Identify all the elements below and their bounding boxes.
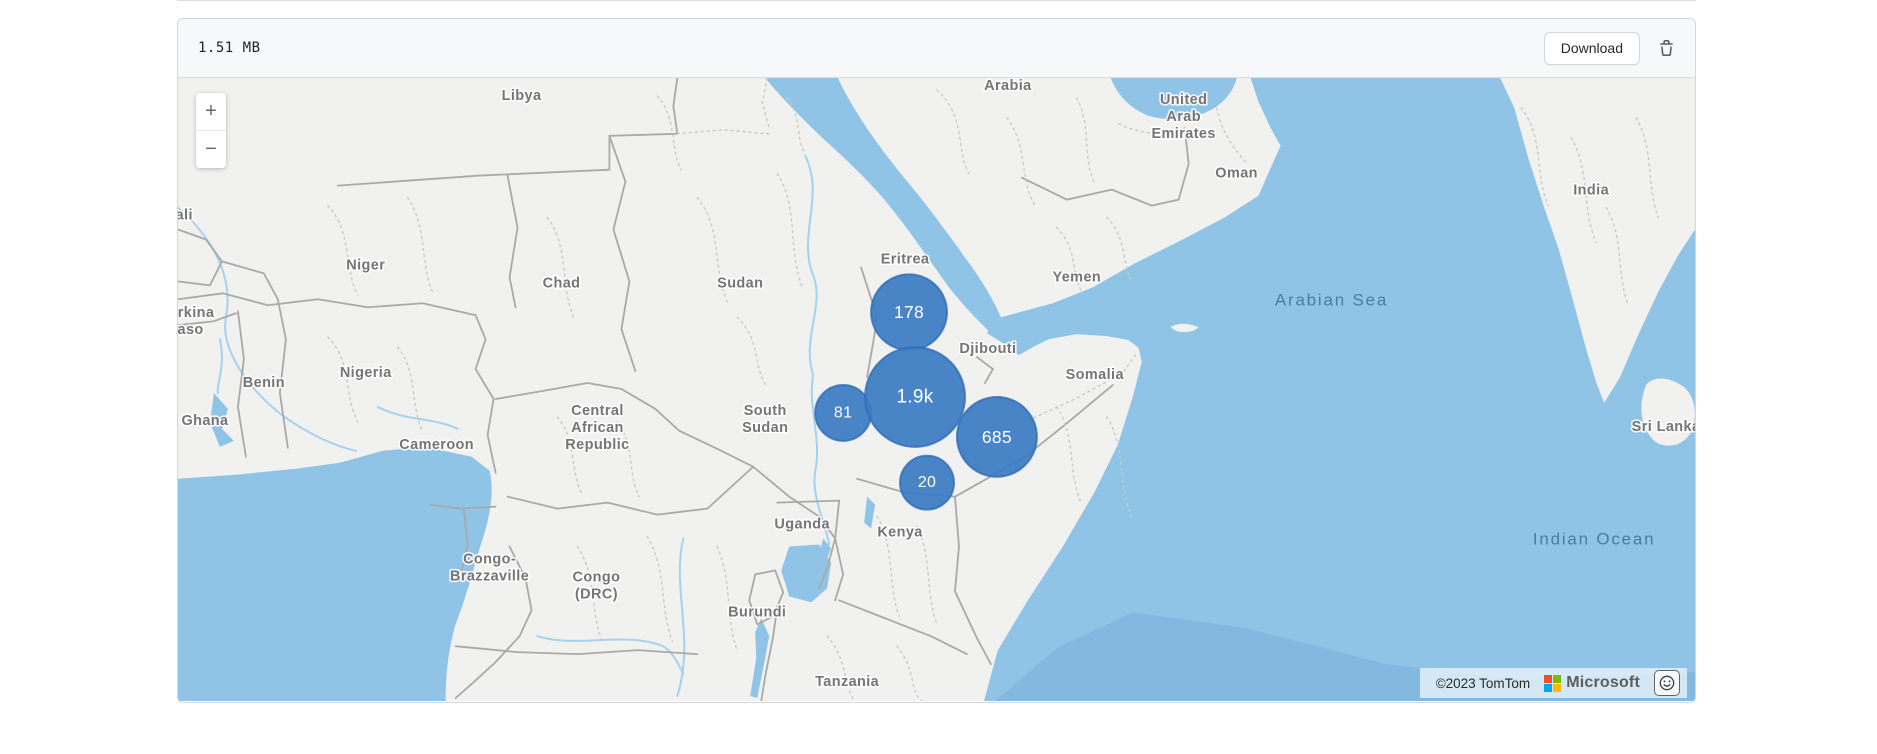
country-label-congo-drc: (DRC) bbox=[575, 586, 618, 602]
copyright-text: ©2023 TomTom bbox=[1435, 675, 1531, 691]
water-bodies bbox=[178, 78, 1695, 701]
country-label-congo-brazzaville: Congo- bbox=[463, 551, 516, 567]
cluster-count-label: 20 bbox=[918, 474, 936, 491]
country-label-libya: Libya bbox=[502, 88, 542, 104]
microsoft-wordmark: Microsoft bbox=[1566, 674, 1640, 691]
country-label-saudi-arabia: Arabia bbox=[984, 78, 1032, 94]
cluster-circle[interactable] bbox=[955, 395, 1038, 478]
zoom-in-button[interactable]: + bbox=[196, 93, 226, 130]
red-sea bbox=[765, 78, 1001, 336]
country-label-india: India bbox=[1573, 183, 1609, 199]
country-label-central-african-republic: Central bbox=[571, 403, 624, 419]
smiley-face-icon bbox=[1659, 675, 1675, 691]
trash-icon-button[interactable] bbox=[1658, 39, 1675, 57]
cluster-bubble-685[interactable]: 685 bbox=[955, 395, 1038, 478]
country-label-south-sudan: South bbox=[744, 403, 787, 419]
country-label-yemen: Yemen bbox=[1052, 269, 1101, 285]
country-label-sudan: Sudan bbox=[717, 275, 763, 291]
atlantic-gulf-of-guinea bbox=[178, 446, 492, 701]
country-label-oman: Oman bbox=[1215, 166, 1258, 182]
water-label-arabian-sea: Arabian Sea bbox=[1275, 290, 1388, 309]
cluster-bubble-1.9k[interactable]: 1.9k bbox=[864, 346, 966, 448]
country-label-central-african-republic: African bbox=[571, 420, 624, 436]
country-label-south-sudan: Sudan bbox=[742, 420, 788, 436]
map-zoom-control: + − bbox=[196, 93, 226, 168]
page-divider bbox=[177, 0, 1696, 1]
cluster-bubble-20[interactable]: 20 bbox=[899, 454, 955, 511]
country-label-cameroon: Cameroon bbox=[399, 437, 474, 453]
cluster-bubble-178[interactable]: 178 bbox=[870, 273, 948, 352]
country-label-djibouti: Djibouti bbox=[959, 341, 1016, 357]
map-attribution: ©2023 TomTom Microsoft bbox=[1419, 668, 1687, 698]
lake-albert bbox=[820, 538, 832, 559]
map-labels: Mali BurkinaFaso Niger Libya Chad Sudan Ghana B… bbox=[178, 78, 1695, 692]
deep-water-band bbox=[994, 612, 1695, 701]
country-label-ghana: Ghana bbox=[181, 413, 229, 429]
lake-turkana bbox=[864, 496, 876, 529]
cluster-count-label: 81 bbox=[834, 404, 852, 421]
cluster-count-label: 1.9k bbox=[897, 386, 934, 407]
map-widget-card: 1.51 MB Download bbox=[177, 18, 1696, 703]
socotra-island bbox=[1170, 323, 1199, 333]
country-label-somalia: Somalia bbox=[1066, 367, 1125, 383]
arabian-sea-indian-ocean bbox=[983, 78, 1695, 701]
map-canvas[interactable]: Mali BurkinaFaso Niger Libya Chad Sudan Ghana B… bbox=[178, 78, 1695, 701]
country-label-central-african-republic: Republic bbox=[565, 437, 629, 453]
lake-tanganyika bbox=[750, 618, 770, 699]
country-label-united-arab-emirates: Arab bbox=[1166, 109, 1201, 125]
islands bbox=[1170, 323, 1695, 446]
zoom-control-divider bbox=[196, 130, 226, 131]
cluster-count-label: 178 bbox=[894, 302, 924, 322]
microsoft-logo-icon bbox=[1544, 674, 1562, 692]
country-label-kenya: Kenya bbox=[877, 525, 923, 541]
country-label-nigeria: Nigeria bbox=[340, 365, 392, 381]
trash-icon bbox=[1660, 39, 1673, 56]
file-size-label: 1.51 MB bbox=[198, 40, 261, 56]
country-label-uganda: Uganda bbox=[774, 517, 830, 533]
country-label-congo-drc: Congo bbox=[573, 569, 621, 585]
country-label-united-arab-emirates: United bbox=[1160, 92, 1207, 108]
header-actions: Download bbox=[1543, 31, 1675, 65]
country-label-eritrea: Eritrea bbox=[881, 251, 930, 267]
zoom-out-button[interactable]: − bbox=[196, 131, 226, 168]
country-label-burkina-faso: Burkina bbox=[178, 305, 215, 321]
country-label-sri-lanka: Sri Lanka bbox=[1632, 419, 1695, 435]
country-label-niger: Niger bbox=[346, 257, 385, 273]
country-label-benin: Benin bbox=[243, 375, 285, 391]
country-label-tanzania: Tanzania bbox=[815, 674, 880, 690]
country-label-burkina-faso: Faso bbox=[178, 322, 204, 338]
rivers bbox=[178, 154, 831, 698]
lake-volta bbox=[209, 392, 234, 447]
country-label-burundi: Burundi bbox=[728, 604, 786, 620]
country-label-chad: Chad bbox=[543, 275, 581, 291]
cluster-circle[interactable] bbox=[864, 346, 966, 448]
sri-lanka-island bbox=[1641, 378, 1695, 446]
admin-borders bbox=[327, 78, 1659, 701]
persian-gulf bbox=[1110, 78, 1237, 120]
widget-header: 1.51 MB Download bbox=[178, 19, 1695, 78]
country-label-united-arab-emirates: Emirates bbox=[1152, 126, 1216, 142]
download-button[interactable]: Download bbox=[1543, 31, 1640, 65]
cluster-bubbles: 178 81 685 20 1.9k bbox=[814, 273, 1038, 511]
water-label-indian-ocean: Indian Ocean bbox=[1533, 530, 1656, 549]
cluster-count-label: 685 bbox=[982, 427, 1012, 447]
feedback-smiley-button[interactable] bbox=[1654, 670, 1680, 696]
country-label-congo-brazzaville: Brazzaville bbox=[450, 568, 529, 584]
cluster-circle[interactable] bbox=[899, 454, 955, 511]
country-label-mali: Mali bbox=[178, 208, 193, 224]
cluster-bubble-81[interactable]: 81 bbox=[814, 384, 873, 442]
microsoft-logo-wrap: Microsoft bbox=[1544, 674, 1640, 692]
